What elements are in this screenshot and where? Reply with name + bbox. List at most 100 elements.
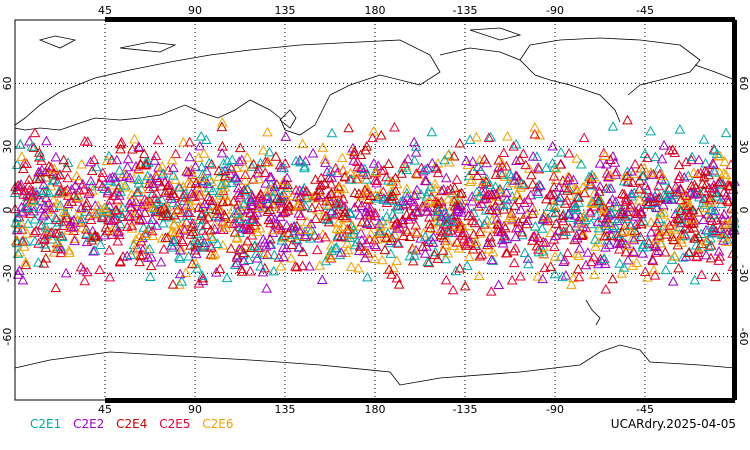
observation-marker [194, 189, 205, 200]
observation-marker [370, 174, 381, 185]
observation-marker [264, 204, 276, 215]
observation-marker [514, 154, 526, 165]
observation-marker [332, 217, 344, 228]
observation-marker [23, 174, 35, 184]
observation-marker [585, 205, 596, 216]
observation-marker [409, 249, 420, 260]
observation-marker [707, 157, 719, 168]
observation-marker [246, 161, 257, 171]
observation-marker [555, 159, 566, 169]
observation-marker [508, 141, 519, 151]
observation-marker [447, 284, 459, 295]
observation-marker [133, 231, 145, 241]
observation-marker [692, 168, 704, 179]
observation-marker [619, 220, 631, 230]
observation-marker [376, 254, 388, 265]
observation-marker [452, 203, 464, 213]
observation-marker [569, 202, 580, 213]
observation-marker [557, 210, 569, 220]
observation-marker [397, 195, 409, 206]
observation-marker [160, 208, 172, 218]
observation-marker [645, 190, 656, 201]
observation-marker [529, 121, 541, 132]
observation-marker [439, 239, 451, 249]
observation-marker [701, 235, 712, 246]
observation-marker [214, 263, 226, 274]
observation-marker [147, 230, 159, 241]
observation-marker [170, 148, 182, 159]
observation-marker [265, 183, 277, 194]
observation-marker [58, 154, 70, 165]
observation-marker [529, 128, 541, 139]
observation-marker [254, 222, 266, 233]
observation-marker [382, 227, 394, 238]
observation-marker [162, 232, 174, 242]
observation-marker [207, 185, 219, 195]
observation-marker [454, 262, 466, 273]
observation-marker [240, 222, 252, 233]
observation-marker [295, 156, 307, 167]
observation-marker [281, 187, 293, 198]
observation-marker [680, 156, 692, 167]
legend-item-c2e6: C2E6 [202, 417, 234, 431]
observation-marker [166, 154, 178, 165]
observation-marker [410, 219, 422, 230]
observation-marker [307, 147, 319, 158]
observation-marker [545, 227, 557, 238]
observation-marker [451, 206, 463, 216]
observation-marker [387, 209, 399, 219]
observation-marker [698, 171, 710, 182]
observation-marker [265, 217, 276, 228]
observation-marker [486, 214, 498, 225]
observation-marker [427, 237, 439, 247]
observation-marker [491, 213, 503, 224]
observation-marker [469, 217, 481, 228]
observation-marker [539, 262, 551, 273]
observation-marker [480, 204, 492, 215]
observation-marker [696, 238, 708, 248]
observation-marker [721, 189, 732, 200]
observation-marker [619, 199, 631, 210]
observation-marker [182, 200, 194, 210]
observation-marker [495, 186, 506, 196]
observation-marker [591, 210, 602, 220]
observation-marker [280, 131, 292, 141]
observation-marker [22, 218, 34, 228]
observation-marker [23, 135, 35, 146]
observation-marker [233, 187, 244, 198]
observation-marker [130, 196, 142, 207]
observation-marker [714, 150, 726, 161]
observation-marker [409, 154, 420, 165]
observation-marker [385, 176, 397, 186]
observation-marker [159, 176, 171, 187]
observation-marker [348, 149, 360, 159]
observation-marker [671, 186, 683, 197]
observation-marker [396, 168, 407, 178]
observation-marker [293, 242, 305, 252]
observation-marker [315, 172, 327, 183]
observation-marker [365, 219, 377, 229]
observation-marker [282, 179, 293, 189]
observation-marker [114, 255, 126, 266]
observation-marker [616, 188, 628, 198]
observation-marker [38, 257, 50, 268]
observation-marker [415, 232, 426, 243]
observation-marker [12, 248, 24, 258]
observation-marker [681, 204, 692, 214]
observation-marker [517, 229, 528, 240]
observation-marker [432, 205, 444, 215]
observation-marker [194, 140, 206, 151]
longitude-tick-label: -135 [453, 4, 478, 17]
observation-marker [351, 156, 363, 167]
observation-marker [613, 208, 625, 218]
observation-marker [512, 188, 523, 199]
observation-marker [247, 199, 259, 210]
observation-marker [477, 175, 489, 186]
observation-marker [356, 162, 367, 172]
observation-marker [599, 150, 611, 161]
observation-marker [419, 164, 431, 174]
observation-marker [185, 239, 196, 250]
observation-marker [626, 233, 638, 243]
observation-marker [626, 188, 637, 199]
observation-marker [179, 225, 190, 235]
